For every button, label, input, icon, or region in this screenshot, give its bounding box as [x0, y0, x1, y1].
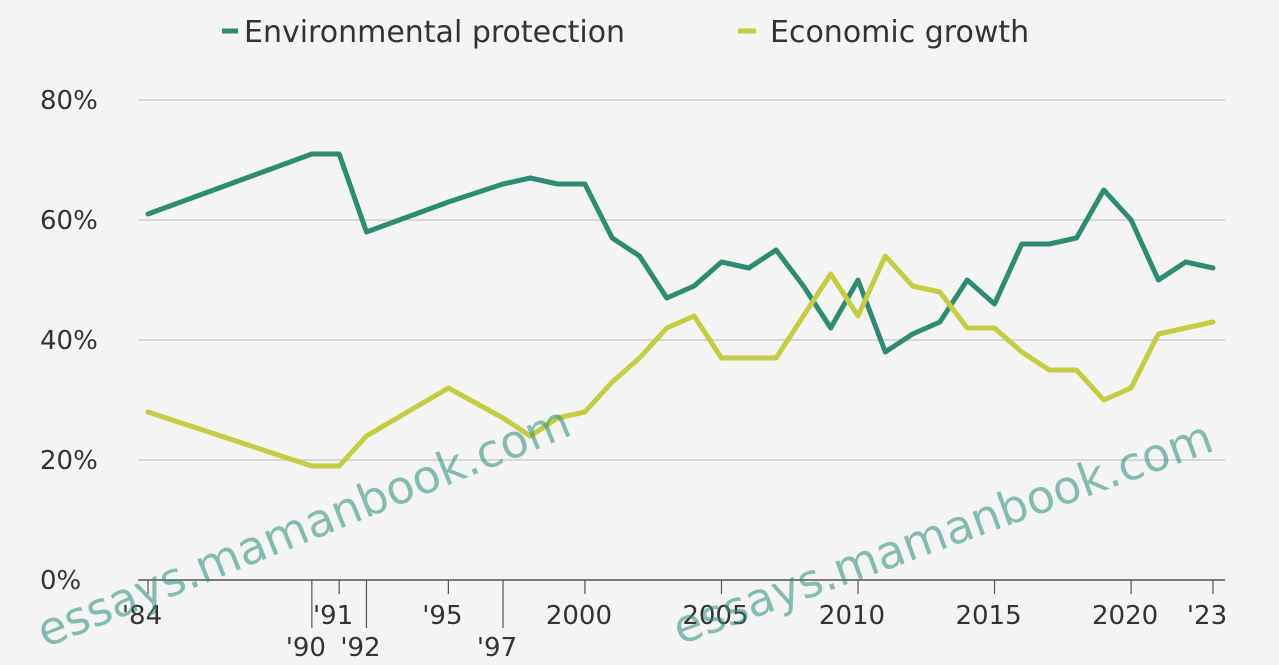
- series-line-environmental-protection: [145, 151, 1216, 355]
- x-tick-label: 2005: [682, 601, 748, 631]
- legend-label-environmental-protection: Environmental protection: [244, 15, 625, 50]
- watermark-text-left: essays.mamanbook.com: [29, 394, 578, 658]
- x-tick-label: '90: [286, 633, 326, 663]
- x-tick-label: '23: [1187, 601, 1227, 631]
- x-tick-label: '84: [122, 601, 162, 631]
- x-tick-label: '91: [313, 601, 353, 631]
- y-tick-label: 60%: [40, 206, 98, 236]
- x-tick-label: '97: [477, 633, 517, 663]
- series-line-economic-growth: [145, 253, 1216, 469]
- series-layer: [145, 151, 1216, 469]
- x-tick-label: 2015: [955, 601, 1021, 631]
- y-tick-label: 20%: [40, 446, 98, 476]
- y-tick-label: 40%: [40, 326, 98, 356]
- legend-label-economic-growth: Economic growth: [770, 15, 1029, 50]
- grid-layer: [138, 99, 1225, 461]
- y-tick-label: 0%: [40, 566, 81, 596]
- axis-layer: 0% 20% 40% 60% 80% '84 '90'91'92 '95 '97 2000 2005…: [40, 86, 1227, 663]
- x-tick-label: 2010: [819, 601, 885, 631]
- x-tick-label: 2000: [546, 601, 612, 631]
- y-tick-label: 80%: [40, 86, 98, 116]
- x-tick-label: '92: [340, 633, 380, 663]
- x-tick-label: '95: [422, 601, 462, 631]
- legend: Environmental protection Economic growth: [222, 15, 1029, 50]
- x-tick-label: 2020: [1092, 601, 1158, 631]
